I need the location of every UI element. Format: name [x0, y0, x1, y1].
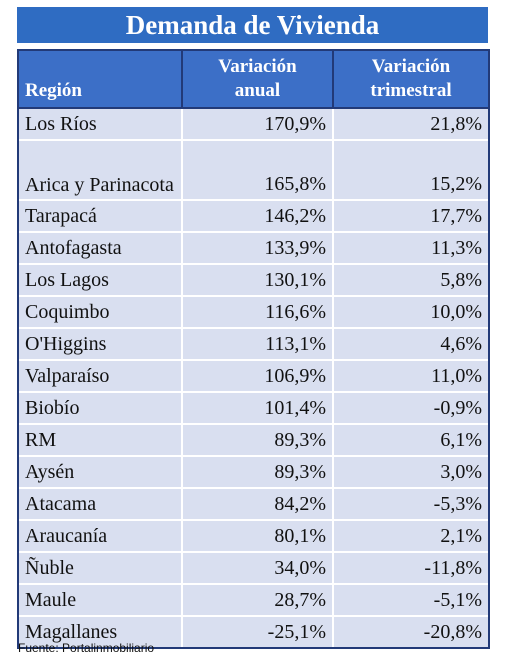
- quarterly-variation-cell: 5,8%: [333, 263, 488, 296]
- region-cell: Araucanía: [19, 519, 183, 552]
- quarterly-variation-cell: -5,1%: [333, 583, 488, 616]
- region-cell: Antofagasta: [19, 231, 183, 264]
- region-cell: Atacama: [19, 487, 183, 520]
- source-note: Fuente: Portalinmobiliario: [18, 641, 155, 655]
- table-row: Biobío 101,4% -0,9%: [19, 391, 488, 424]
- table-row: Valparaíso 106,9% 11,0%: [19, 359, 488, 392]
- table-row: Magallanes -25,1% -20,8%: [19, 615, 488, 647]
- quarterly-variation-cell: 11,0%: [333, 359, 488, 392]
- annual-variation-cell: 113,1%: [182, 327, 334, 360]
- quarterly-variation-cell: 4,6%: [333, 327, 488, 360]
- table-row: Los Ríos 170,9% 21,8%: [19, 107, 488, 140]
- table-header-row: Región Variación anual Variación trimest…: [19, 51, 488, 108]
- quarterly-variation-cell: 15,2%: [333, 139, 488, 200]
- table-row: Coquimbo 116,6% 10,0%: [19, 295, 488, 328]
- annual-variation-cell: 133,9%: [182, 231, 334, 264]
- region-cell: O'Higgins: [19, 327, 183, 360]
- quarterly-variation-cell: 21,8%: [333, 107, 488, 140]
- table-row: Atacama 84,2% -5,3%: [19, 487, 488, 520]
- annual-variation-cell: -25,1%: [182, 615, 334, 647]
- table-row: Maule 28,7% -5,1%: [19, 583, 488, 616]
- annual-variation-cell: 106,9%: [182, 359, 334, 392]
- header-quarter-line1: Variación: [371, 56, 451, 77]
- annual-variation-cell: 101,4%: [182, 391, 334, 424]
- region-cell: Los Ríos: [19, 107, 183, 140]
- quarterly-variation-cell: 6,1%: [333, 423, 488, 456]
- header-region: Región: [19, 51, 183, 108]
- header-annual: Variación anual: [182, 51, 334, 108]
- region-cell: Arica y Parinacota: [19, 139, 183, 200]
- table-row: Antofagasta 133,9% 11,3%: [19, 231, 488, 264]
- quarterly-variation-cell: -11,8%: [333, 551, 488, 584]
- quarterly-variation-cell: -5,3%: [333, 487, 488, 520]
- header-quarter: Variación trimestral: [333, 51, 488, 108]
- quarterly-variation-cell: 3,0%: [333, 455, 488, 488]
- housing-demand-table: Región Variación anual Variación trimest…: [17, 49, 490, 649]
- quarterly-variation-cell: -0,9%: [333, 391, 488, 424]
- table-row: Aysén 89,3% 3,0%: [19, 455, 488, 488]
- table-row: RM 89,3% 6,1%: [19, 423, 488, 456]
- quarterly-variation-cell: 11,3%: [333, 231, 488, 264]
- quarterly-variation-cell: 2,1%: [333, 519, 488, 552]
- quarterly-variation-cell: -20,8%: [333, 615, 488, 647]
- annual-variation-cell: 116,6%: [182, 295, 334, 328]
- annual-variation-cell: 34,0%: [182, 551, 334, 584]
- region-cell: Maule: [19, 583, 183, 616]
- table-row: Ñuble 34,0% -11,8%: [19, 551, 488, 584]
- region-cell: Coquimbo: [19, 295, 183, 328]
- table-row: Los Lagos 130,1% 5,8%: [19, 263, 488, 296]
- header-region-label: Región: [25, 80, 82, 101]
- region-cell: Magallanes: [19, 615, 183, 647]
- region-cell: Biobío: [19, 391, 183, 424]
- annual-variation-cell: 146,2%: [182, 199, 334, 232]
- table-row: Araucanía 80,1% 2,1%: [19, 519, 488, 552]
- region-cell: Aysén: [19, 455, 183, 488]
- region-cell: Los Lagos: [19, 263, 183, 296]
- table-body: Los Ríos 170,9% 21,8% Arica y Parinacota 165…: [19, 107, 488, 647]
- data-table: Región Variación anual Variación trimest…: [19, 51, 488, 647]
- quarterly-variation-cell: 10,0%: [333, 295, 488, 328]
- annual-variation-cell: 170,9%: [182, 107, 334, 140]
- region-cell: Valparaíso: [19, 359, 183, 392]
- page-title: Demanda de Vivienda: [17, 7, 488, 43]
- annual-variation-cell: 130,1%: [182, 263, 334, 296]
- header-quarter-line2: trimestral: [370, 80, 452, 101]
- annual-variation-cell: 89,3%: [182, 455, 334, 488]
- annual-variation-cell: 89,3%: [182, 423, 334, 456]
- table-row: Tarapacá 146,2% 17,7%: [19, 199, 488, 232]
- header-annual-line1: Variación: [218, 56, 297, 77]
- table-row: Arica y Parinacota 165,8% 15,2%: [19, 139, 488, 200]
- header-annual-line2: anual: [234, 80, 281, 101]
- table-row: O'Higgins 113,1% 4,6%: [19, 327, 488, 360]
- annual-variation-cell: 165,8%: [182, 139, 334, 200]
- annual-variation-cell: 80,1%: [182, 519, 334, 552]
- region-cell: RM: [19, 423, 183, 456]
- quarterly-variation-cell: 17,7%: [333, 199, 488, 232]
- region-cell: Tarapacá: [19, 199, 183, 232]
- annual-variation-cell: 28,7%: [182, 583, 334, 616]
- annual-variation-cell: 84,2%: [182, 487, 334, 520]
- region-cell: Ñuble: [19, 551, 183, 584]
